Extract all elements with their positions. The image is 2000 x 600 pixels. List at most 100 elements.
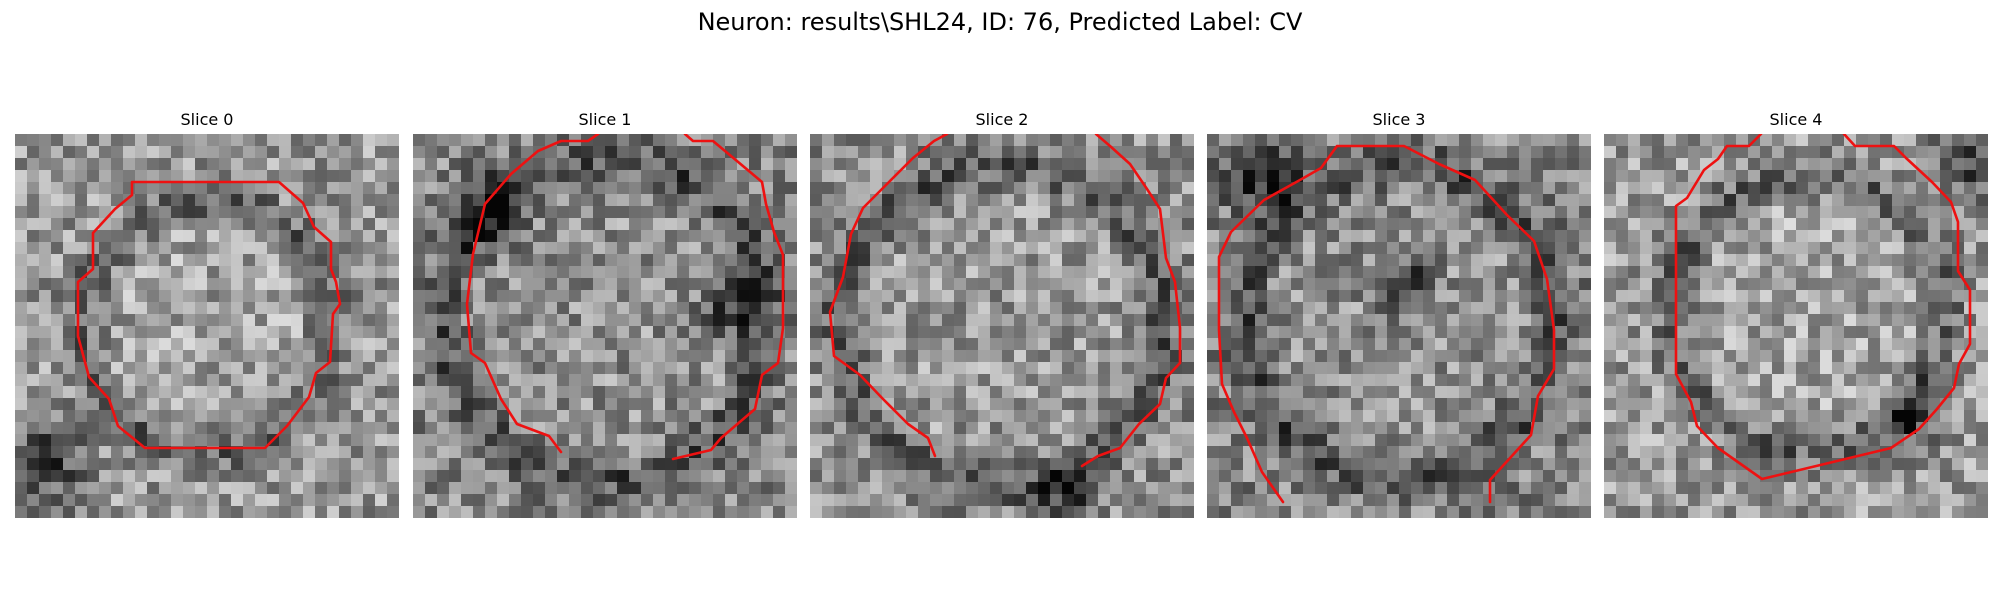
pixel: [1628, 182, 1641, 195]
pixel: [1363, 506, 1376, 518]
pixel: [593, 386, 606, 399]
pixel: [437, 482, 450, 495]
pixel: [231, 194, 244, 207]
pixel: [1724, 458, 1737, 471]
pixel: [1038, 266, 1051, 279]
pixel: [1110, 374, 1123, 387]
pixel: [966, 410, 979, 423]
pixel: [1399, 482, 1412, 495]
pixel: [1940, 242, 1953, 255]
pixel: [785, 314, 797, 327]
pixel: [557, 338, 570, 351]
pixel: [1243, 422, 1256, 435]
pixel: [978, 194, 991, 207]
pixel: [629, 146, 642, 159]
pixel: [785, 326, 797, 339]
pixel: [1688, 386, 1701, 399]
pixel: [1688, 278, 1701, 291]
pixel: [1844, 362, 1857, 375]
pixel: [1146, 314, 1159, 327]
pixel: [303, 470, 316, 483]
pixel: [1315, 506, 1328, 518]
pixel: [761, 410, 774, 423]
pixel: [978, 410, 991, 423]
pixel: [1411, 290, 1424, 303]
pixel: [1531, 362, 1544, 375]
pixel: [810, 506, 823, 518]
pixel: [1303, 158, 1316, 171]
pixel: [315, 338, 328, 351]
pixel: [15, 290, 28, 303]
pixel: [1098, 458, 1111, 471]
pixel: [653, 506, 666, 518]
pixel: [1928, 446, 1941, 459]
pixel: [725, 194, 738, 207]
pixel: [882, 326, 895, 339]
pixel: [1110, 266, 1123, 279]
pixel: [593, 314, 606, 327]
pixel: [1219, 290, 1232, 303]
pixel: [1712, 242, 1725, 255]
pixel: [219, 218, 232, 231]
pixel: [1363, 410, 1376, 423]
pixel: [1267, 158, 1280, 171]
pixel: [1122, 458, 1135, 471]
pixel: [701, 254, 714, 267]
pixel: [1062, 278, 1075, 291]
pixel: [882, 470, 895, 483]
pixel: [1796, 410, 1809, 423]
pixel: [351, 194, 364, 207]
pixel: [653, 230, 666, 243]
pixel: [1423, 350, 1436, 363]
pixel: [1399, 362, 1412, 375]
pixel: [279, 398, 292, 411]
pixel: [1038, 254, 1051, 267]
pixel: [123, 398, 136, 411]
pixel: [1014, 374, 1027, 387]
pixel: [1471, 218, 1484, 231]
pixel: [1604, 410, 1617, 423]
pixel: [1447, 494, 1460, 507]
pixel: [942, 410, 955, 423]
pixel: [701, 302, 714, 315]
pixel: [195, 218, 208, 231]
pixel: [1820, 242, 1833, 255]
pixel: [1604, 230, 1617, 243]
pixel: [665, 374, 678, 387]
pixel: [1724, 158, 1737, 171]
pixel: [1002, 314, 1015, 327]
pixel: [641, 386, 654, 399]
pixel: [1327, 170, 1340, 183]
pixel: [990, 470, 1003, 483]
pixel: [653, 266, 666, 279]
pixel: [1916, 398, 1929, 411]
pixel: [1471, 278, 1484, 291]
pixel: [1495, 446, 1508, 459]
pixel: [15, 506, 28, 518]
pixel: [1146, 170, 1159, 183]
pixel: [773, 194, 786, 207]
pixel: [1050, 398, 1063, 411]
pixel: [1351, 230, 1364, 243]
pixel: [1640, 254, 1653, 267]
pixel: [485, 470, 498, 483]
pixel: [990, 362, 1003, 375]
pixel: [1459, 158, 1472, 171]
pixel: [749, 350, 762, 363]
pixel: [1255, 290, 1268, 303]
pixel: [123, 386, 136, 399]
pixel: [425, 290, 438, 303]
pixel: [1664, 326, 1677, 339]
pixel: [1435, 494, 1448, 507]
pixel: [1856, 386, 1869, 399]
pixel: [713, 314, 726, 327]
pixel: [159, 470, 172, 483]
pixel: [1579, 398, 1591, 411]
pixel: [231, 506, 244, 518]
pixel: [1868, 254, 1881, 267]
pixel: [930, 326, 943, 339]
pixel: [147, 458, 160, 471]
pixel: [569, 146, 582, 159]
pixel: [822, 290, 835, 303]
pixel: [1170, 158, 1183, 171]
